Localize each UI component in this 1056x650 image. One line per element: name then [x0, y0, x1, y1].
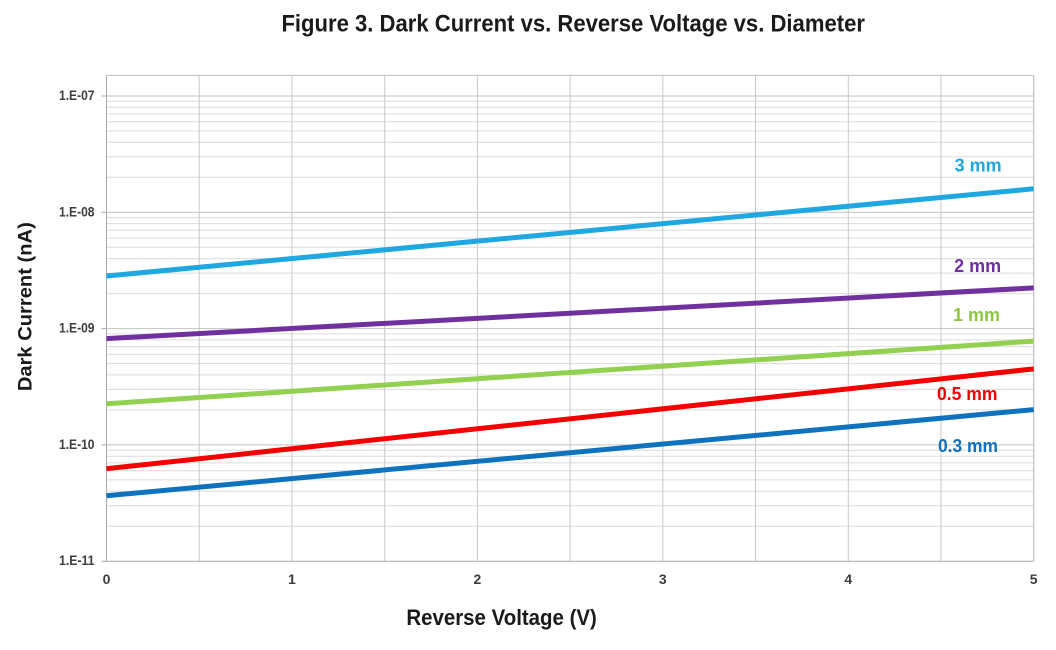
svg-text:3: 3 [659, 571, 667, 587]
svg-text:Figure 3. Dark Current vs. Rev: Figure 3. Dark Current vs. Reverse Volta… [281, 11, 865, 38]
svg-text:3 mm: 3 mm [955, 156, 1002, 176]
svg-text:Reverse Voltage (V): Reverse Voltage (V) [406, 605, 597, 630]
svg-text:0.3 mm: 0.3 mm [938, 436, 998, 456]
svg-text:5: 5 [1030, 571, 1038, 587]
svg-text:1 mm: 1 mm [953, 305, 1000, 325]
svg-text:0.5 mm: 0.5 mm [937, 384, 998, 404]
svg-text:4: 4 [844, 571, 852, 587]
svg-text:1.E-08: 1.E-08 [59, 203, 95, 219]
svg-text:Dark Current (nA): Dark Current (nA) [15, 222, 36, 391]
svg-text:1.E-09: 1.E-09 [59, 320, 95, 336]
svg-text:1.E-11: 1.E-11 [59, 552, 95, 568]
svg-text:0: 0 [103, 571, 111, 587]
svg-text:1.E-07: 1.E-07 [59, 87, 95, 103]
svg-text:2 mm: 2 mm [954, 256, 1001, 276]
svg-text:1.E-10: 1.E-10 [59, 436, 95, 452]
svg-text:2: 2 [474, 571, 482, 587]
svg-text:1: 1 [288, 571, 296, 587]
